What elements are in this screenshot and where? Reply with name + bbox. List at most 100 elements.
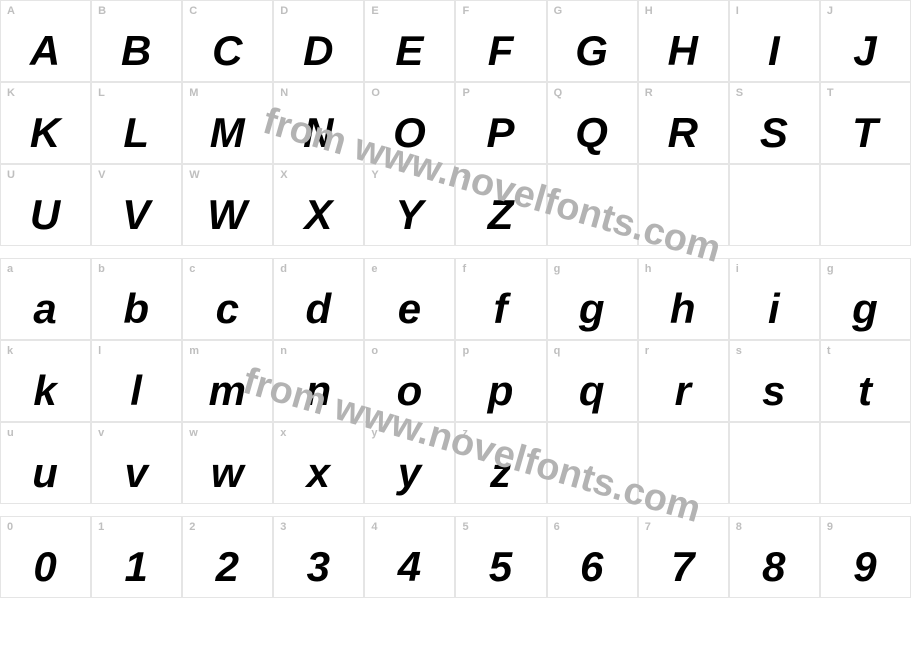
- glyph-display: m: [183, 367, 272, 415]
- glyph-display: N: [274, 109, 363, 157]
- glyph-display: x: [274, 449, 363, 497]
- glyph-cell: ww: [182, 422, 273, 504]
- glyph-label: a: [7, 263, 13, 275]
- glyph-cell: ss: [729, 340, 820, 422]
- glyph-cell: ll: [91, 340, 182, 422]
- glyph-display: n: [274, 367, 363, 415]
- glyph-label: 6: [554, 521, 560, 533]
- glyph-cell: [638, 422, 729, 504]
- glyph-cell: ZZ: [455, 164, 546, 246]
- glyph-label: p: [462, 345, 469, 357]
- glyph-cell: CC: [182, 0, 273, 82]
- glyph-display: J: [821, 27, 910, 75]
- glyph-display: G: [548, 27, 637, 75]
- glyph-cell: 99: [820, 516, 911, 598]
- glyph-label: C: [189, 5, 197, 17]
- glyph-label: t: [827, 345, 831, 357]
- glyph-display: z: [456, 449, 545, 497]
- glyph-label: h: [645, 263, 652, 275]
- glyph-label: k: [7, 345, 13, 357]
- glyph-label: z: [462, 427, 468, 439]
- glyph-cell: bb: [91, 258, 182, 340]
- glyph-label: d: [280, 263, 287, 275]
- glyph-label: W: [189, 169, 199, 181]
- glyph-display: u: [1, 449, 90, 497]
- glyph-row: 00112233445566778899: [0, 516, 911, 598]
- glyph-cell: 33: [273, 516, 364, 598]
- glyph-display: s: [730, 367, 819, 415]
- glyph-display: Q: [548, 109, 637, 157]
- section-lowercase: aabbccddeeffgghhiiggkkllmmnnooppqqrrsstt…: [0, 258, 911, 504]
- glyph-display: k: [1, 367, 90, 415]
- glyph-cell: [729, 422, 820, 504]
- glyph-cell: [729, 164, 820, 246]
- glyph-label: U: [7, 169, 15, 181]
- glyph-cell: XX: [273, 164, 364, 246]
- glyph-cell: pp: [455, 340, 546, 422]
- glyph-display: b: [92, 285, 181, 333]
- glyph-cell: gg: [547, 258, 638, 340]
- glyph-label: 0: [7, 521, 13, 533]
- glyph-display: w: [183, 449, 272, 497]
- glyph-label: O: [371, 87, 380, 99]
- glyph-label: s: [736, 345, 742, 357]
- glyph-display: y: [365, 449, 454, 497]
- glyph-display: X: [274, 191, 363, 239]
- glyph-display: E: [365, 27, 454, 75]
- glyph-display: F: [456, 27, 545, 75]
- glyph-label: J: [827, 5, 833, 17]
- glyph-cell: KK: [0, 82, 91, 164]
- glyph-label: 4: [371, 521, 377, 533]
- glyph-display: Z: [456, 191, 545, 239]
- glyph-display: d: [274, 285, 363, 333]
- glyph-display: 0: [1, 543, 90, 591]
- glyph-label: N: [280, 87, 288, 99]
- glyph-display: i: [730, 285, 819, 333]
- glyph-cell: 11: [91, 516, 182, 598]
- glyph-cell: nn: [273, 340, 364, 422]
- glyph-label: l: [98, 345, 101, 357]
- glyph-cell: mm: [182, 340, 273, 422]
- glyph-cell: QQ: [547, 82, 638, 164]
- glyph-display: g: [548, 285, 637, 333]
- glyph-display: A: [1, 27, 90, 75]
- glyph-cell: ff: [455, 258, 546, 340]
- glyph-display: r: [639, 367, 728, 415]
- glyph-display: h: [639, 285, 728, 333]
- glyph-display: W: [183, 191, 272, 239]
- glyph-cell: oo: [364, 340, 455, 422]
- glyph-display: Y: [365, 191, 454, 239]
- section-spacer: [0, 504, 911, 516]
- glyph-display: O: [365, 109, 454, 157]
- glyph-display: 3: [274, 543, 363, 591]
- glyph-label: M: [189, 87, 198, 99]
- glyph-cell: PP: [455, 82, 546, 164]
- glyph-display: V: [92, 191, 181, 239]
- glyph-display: H: [639, 27, 728, 75]
- glyph-cell: [820, 164, 911, 246]
- glyph-label: o: [371, 345, 378, 357]
- glyph-display: C: [183, 27, 272, 75]
- glyph-label: H: [645, 5, 653, 17]
- glyph-cell: MM: [182, 82, 273, 164]
- glyph-display: v: [92, 449, 181, 497]
- glyph-label: 9: [827, 521, 833, 533]
- glyph-display: P: [456, 109, 545, 157]
- glyph-label: u: [7, 427, 14, 439]
- glyph-cell: 55: [455, 516, 546, 598]
- glyph-label: S: [736, 87, 743, 99]
- glyph-cell: VV: [91, 164, 182, 246]
- glyph-label: K: [7, 87, 15, 99]
- glyph-label: L: [98, 87, 105, 99]
- glyph-label: D: [280, 5, 288, 17]
- glyph-label: E: [371, 5, 378, 17]
- glyph-display: t: [821, 367, 910, 415]
- glyph-label: 3: [280, 521, 286, 533]
- glyph-cell: OO: [364, 82, 455, 164]
- font-character-map: AABBCCDDEEFFGGHHIIJJKKLLMMNNOOPPQQRRSSTT…: [0, 0, 911, 598]
- glyph-cell: tt: [820, 340, 911, 422]
- glyph-label: Q: [554, 87, 563, 99]
- glyph-display: o: [365, 367, 454, 415]
- glyph-cell: [547, 164, 638, 246]
- glyph-row: AABBCCDDEEFFGGHHIIJJ: [0, 0, 911, 82]
